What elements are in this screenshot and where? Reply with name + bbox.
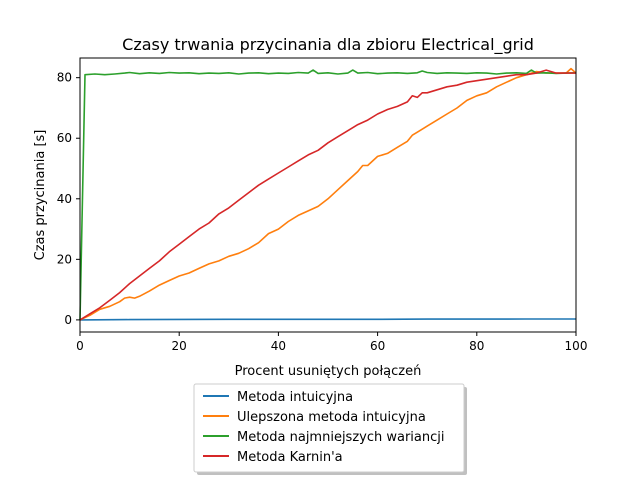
y-tick-label: 60: [57, 131, 72, 145]
series-layer: [79, 67, 577, 321]
legend-label-1: Metoda intuicyjna: [237, 390, 353, 405]
x-tick-label: 80: [469, 339, 484, 353]
legend-box: [193, 383, 465, 473]
legend-label-4: Metoda Karnin'a: [237, 450, 343, 465]
y-tick-label: 0: [64, 313, 72, 327]
y-tick-label: 20: [57, 252, 72, 266]
series-line-2: [79, 67, 577, 321]
y-axis-label: Czas przycinania [s]: [33, 130, 48, 261]
legend-items: Metoda intuicyjna Ulepszona metoda intuic…: [203, 390, 445, 465]
y-tick-label: 40: [57, 192, 72, 206]
ticks-layer: 0 20 40 60 80 100 0 20 40 60 80: [57, 71, 588, 353]
chart-title: Czasy trwania przycinania dla zbioru Ele…: [122, 35, 534, 55]
x-tick-label: 60: [370, 339, 385, 353]
x-tick-label: 40: [271, 339, 286, 353]
series-line-3: [79, 69, 577, 320]
x-tick-label: 20: [172, 339, 187, 353]
legend-label-3: Metoda najmniejszych wariancji: [237, 430, 445, 445]
x-tick-label: 100: [565, 339, 588, 353]
legend-label-2: Ulepszona metoda intuicyjna: [237, 410, 426, 425]
x-axis-label: Procent usuniętych połączeń: [235, 364, 422, 379]
y-tick-label: 80: [57, 71, 72, 85]
plot-frame: [79, 57, 577, 333]
legend: Metoda intuicyjna Ulepszona metoda intuic…: [193, 383, 467, 475]
x-tick-label: 0: [76, 339, 84, 353]
series-line-4: [79, 69, 576, 321]
series-line-1: [79, 318, 576, 321]
